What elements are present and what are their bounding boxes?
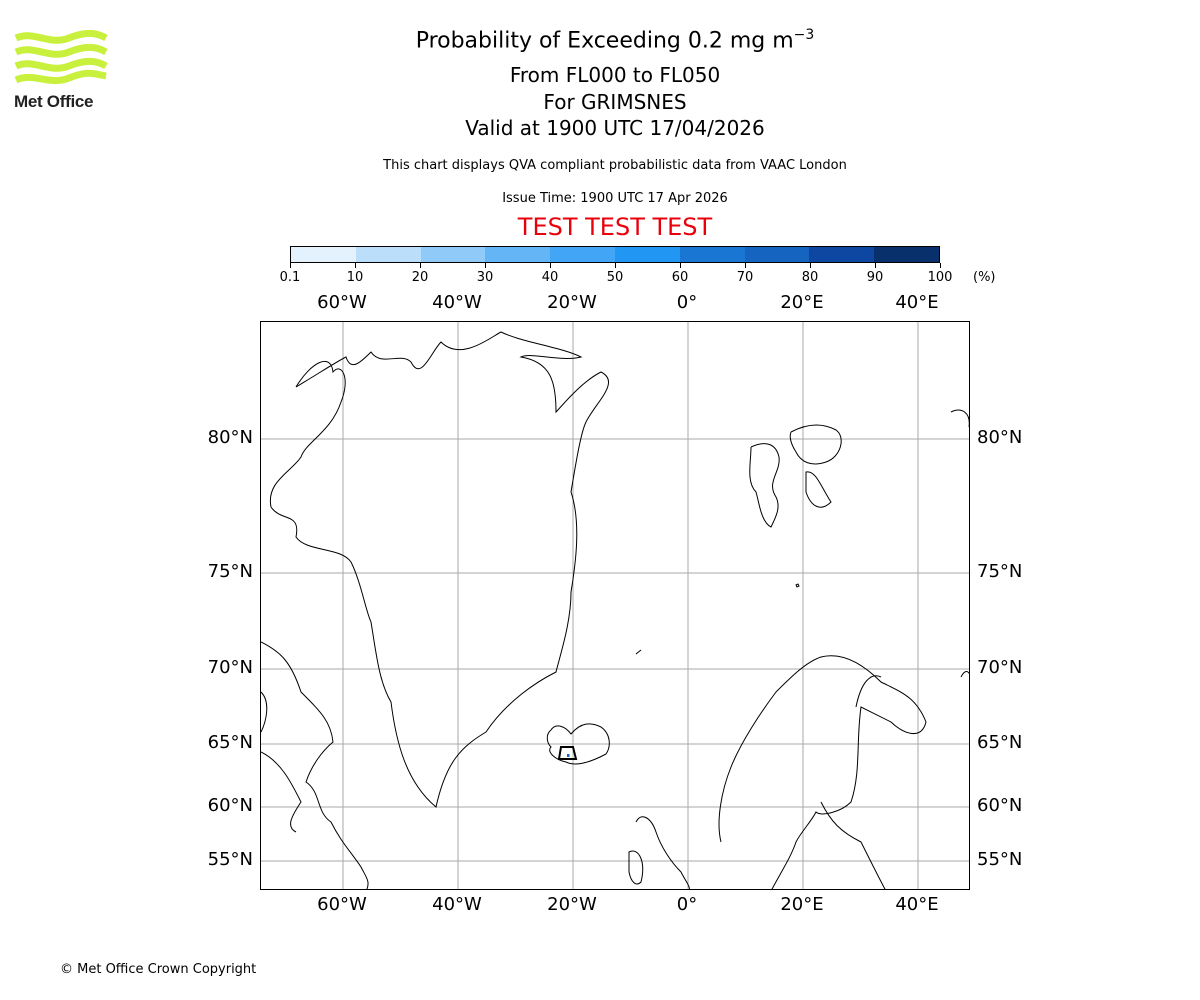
colorbar-unit: (%) — [973, 270, 996, 285]
axis-label: 75°N — [977, 561, 1023, 582]
axis-label: 60°N — [207, 795, 253, 816]
colorbar-tick — [290, 263, 291, 268]
volcano-subtitle: For GRIMSNES — [543, 90, 687, 114]
met-office-logo: Met Office — [14, 29, 108, 112]
colorbar-tick-label: 30 — [476, 270, 494, 285]
axis-label: 20°E — [780, 894, 824, 915]
colorbar-tick — [875, 263, 876, 268]
colorbar-tick — [680, 263, 681, 268]
colorbar-tick — [810, 263, 811, 268]
axis-label: 70°N — [207, 657, 253, 678]
axis-label: 20°E — [780, 292, 824, 313]
axis-label: 65°N — [207, 732, 253, 753]
colorbar-tick-label: 70 — [736, 270, 754, 285]
axis-label: 65°N — [977, 732, 1023, 753]
issue-time: Issue Time: 1900 UTC 17 Apr 2026 — [502, 191, 728, 206]
coastline-map — [261, 322, 969, 889]
axis-label: 40°W — [432, 894, 482, 915]
logo-text: Met Office — [14, 92, 94, 111]
colorbar-tick-label: 80 — [801, 270, 819, 285]
colorbar-segment — [614, 247, 680, 262]
colorbar-tick — [745, 263, 746, 268]
gridlines — [261, 322, 969, 889]
colorbar-tick — [550, 263, 551, 268]
axis-label: 55°N — [207, 849, 253, 870]
colorbar-segment — [291, 247, 356, 262]
colorbar-segment — [420, 247, 486, 262]
colorbar-tick — [420, 263, 421, 268]
axis-label: 80°N — [977, 427, 1023, 448]
colorbar-segment — [485, 247, 551, 262]
colorbar-tick — [485, 263, 486, 268]
volcano-marker — [557, 746, 578, 760]
axis-label: 40°W — [432, 292, 482, 313]
axis-label: 0° — [676, 894, 698, 915]
colorbar-segment — [744, 247, 810, 262]
colorbar-tick — [615, 263, 616, 268]
colorbar-tick-label: 60 — [671, 270, 689, 285]
colorbar-tick-label: 90 — [866, 270, 884, 285]
axis-label: 60°W — [317, 292, 367, 313]
copyright-footer: © Met Office Crown Copyright — [60, 962, 257, 977]
axis-label: 70°N — [977, 657, 1023, 678]
map-plot-area — [260, 321, 970, 890]
axis-label: 80°N — [207, 427, 253, 448]
colorbar-tick-label: 10 — [346, 270, 364, 285]
colorbar-tick — [940, 263, 941, 268]
flight-level-subtitle: From FL000 to FL050 — [509, 63, 721, 87]
colorbar-segment — [679, 247, 745, 262]
axis-label: 20°W — [547, 292, 597, 313]
colorbar-segment — [874, 247, 939, 262]
axis-label: 20°W — [547, 894, 597, 915]
colorbar-tick-label: 40 — [541, 270, 559, 285]
axis-label: 75°N — [207, 561, 253, 582]
colorbar-tick-label: 0.1 — [279, 270, 301, 285]
title-text: Probability of Exceeding 0.2 mg m — [415, 28, 794, 54]
axis-label: 0° — [676, 292, 698, 313]
chart-title: Probability of Exceeding 0.2 mg m−3 — [0, 27, 1200, 53]
axis-label: 55°N — [977, 849, 1023, 870]
axis-label: 40°E — [895, 292, 939, 313]
colorbar-tick-label: 100 — [927, 270, 953, 285]
coastlines — [261, 331, 969, 889]
axis-label: 60°N — [977, 795, 1023, 816]
colorbar-segment — [355, 247, 421, 262]
valid-time-subtitle: Valid at 1900 UTC 17/04/2026 — [465, 116, 765, 140]
test-banner: TEST TEST TEST — [517, 213, 713, 241]
axis-label: 60°W — [317, 894, 367, 915]
colorbar-tick-label: 50 — [606, 270, 624, 285]
colorbar-tick-label: 20 — [411, 270, 429, 285]
title-superscript: −3 — [793, 27, 815, 43]
colorbar-segment — [550, 247, 615, 262]
colorbar-tick — [355, 263, 356, 268]
colorbar — [290, 246, 940, 263]
axis-label: 40°E — [895, 894, 939, 915]
colorbar-segment — [809, 247, 875, 262]
met-office-waves-icon — [14, 29, 108, 85]
description-text: This chart displays QVA compliant probab… — [383, 158, 847, 173]
